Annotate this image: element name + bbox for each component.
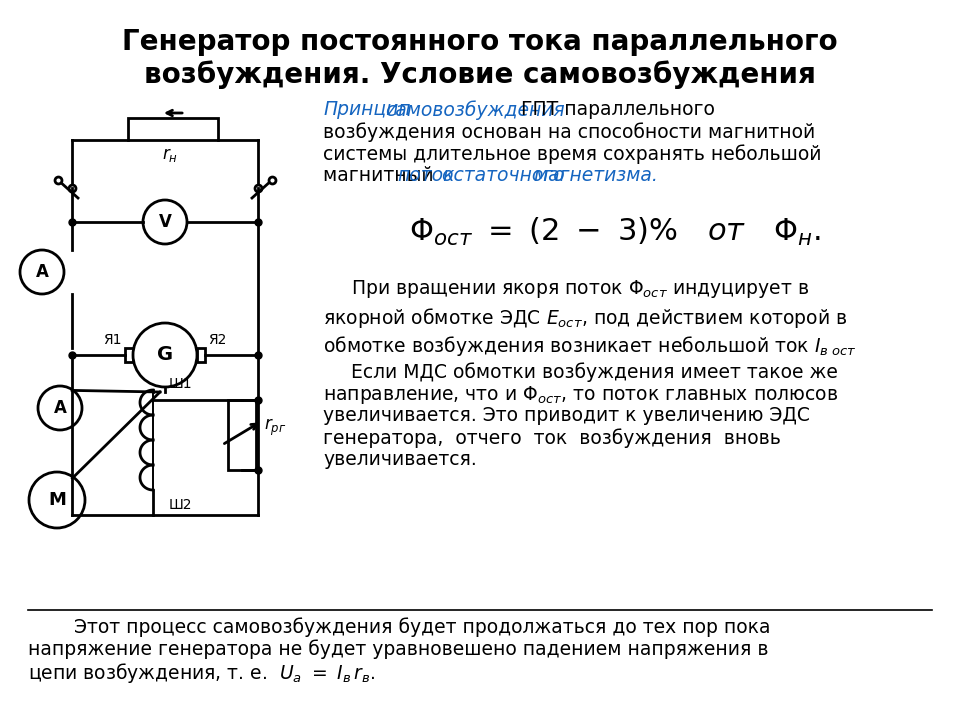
Bar — [128, 118, 218, 140]
Text: увеличивается.: увеличивается. — [323, 450, 477, 469]
Circle shape — [29, 472, 85, 528]
Text: Я1: Я1 — [104, 333, 122, 347]
Text: остаточного: остаточного — [436, 166, 564, 185]
Circle shape — [143, 200, 187, 244]
Text: генератора,  отчего  ток  возбуждения  вновь: генератора, отчего ток возбуждения вновь — [323, 428, 780, 448]
Text: Я2: Я2 — [208, 333, 227, 347]
Text: Ш2: Ш2 — [169, 498, 193, 512]
Bar — [197, 348, 205, 362]
Text: Ш1: Ш1 — [169, 377, 193, 391]
Text: Принцип: Принцип — [323, 100, 411, 119]
Text: возбуждения. Условие самовозбуждения: возбуждения. Условие самовозбуждения — [144, 60, 816, 89]
Text: возбуждения основан на способности магнитной: возбуждения основан на способности магни… — [323, 122, 815, 142]
Text: обмотке возбуждения возникает небольшой ток $I_{в\ ост}$: обмотке возбуждения возникает небольшой … — [323, 334, 857, 358]
Text: При вращении якоря поток $\Phi_{ост}$ индуцирует в: При вращении якоря поток $\Phi_{ост}$ ин… — [351, 278, 809, 300]
Text: якорной обмотке ЭДС $E_{ост}$, под действием которой в: якорной обмотке ЭДС $E_{ост}$, под дейст… — [323, 306, 848, 330]
Text: магнетизма.: магнетизма. — [528, 166, 658, 185]
Circle shape — [20, 250, 64, 294]
Text: увеличивается. Это приводит к увеличению ЭДС: увеличивается. Это приводит к увеличению… — [323, 406, 810, 425]
Text: G: G — [156, 346, 173, 364]
Text: V: V — [158, 213, 172, 231]
Text: магнитный: магнитный — [323, 166, 440, 185]
Text: A: A — [36, 263, 48, 281]
Text: ГПТ параллельного: ГПТ параллельного — [515, 100, 715, 119]
Text: Если МДС обмотки возбуждения имеет такое же: Если МДС обмотки возбуждения имеет такое… — [351, 362, 838, 382]
Text: $r_{рг}$: $r_{рг}$ — [264, 416, 286, 438]
Text: напряжение генератора не будет уравновешено падением напряжения в: напряжение генератора не будет уравновеш… — [28, 639, 769, 659]
Text: $r_н$: $r_н$ — [162, 146, 178, 164]
Circle shape — [133, 323, 197, 387]
Text: Этот процесс самовозбуждения будет продолжаться до тех пор пока: Этот процесс самовозбуждения будет продо… — [50, 617, 771, 636]
Text: Генератор постоянного тока параллельного: Генератор постоянного тока параллельного — [122, 28, 838, 56]
Circle shape — [38, 386, 82, 430]
Bar — [228, 400, 256, 470]
Bar — [125, 348, 133, 362]
Text: A: A — [54, 399, 66, 417]
Text: направление, что и $\Phi_{ост}$, то поток главных полюсов: направление, что и $\Phi_{ост}$, то пото… — [323, 384, 838, 406]
Text: M: M — [48, 491, 66, 509]
Text: поток: поток — [397, 166, 454, 185]
Text: $\Phi_{ост}\ =\ (2\ -\ 3)\%\ \ \ от\ \ \ \Phi_н.$: $\Phi_{ост}\ =\ (2\ -\ 3)\%\ \ \ от\ \ \… — [409, 216, 821, 248]
Text: системы длительное время сохранять небольшой: системы длительное время сохранять небол… — [323, 144, 822, 163]
Text: самовозбуждения: самовозбуждения — [385, 100, 564, 120]
Text: цепи возбуждения, т. е.  $U_а\ =\ I_в\, r_в.$: цепи возбуждения, т. е. $U_а\ =\ I_в\, r… — [28, 661, 375, 685]
